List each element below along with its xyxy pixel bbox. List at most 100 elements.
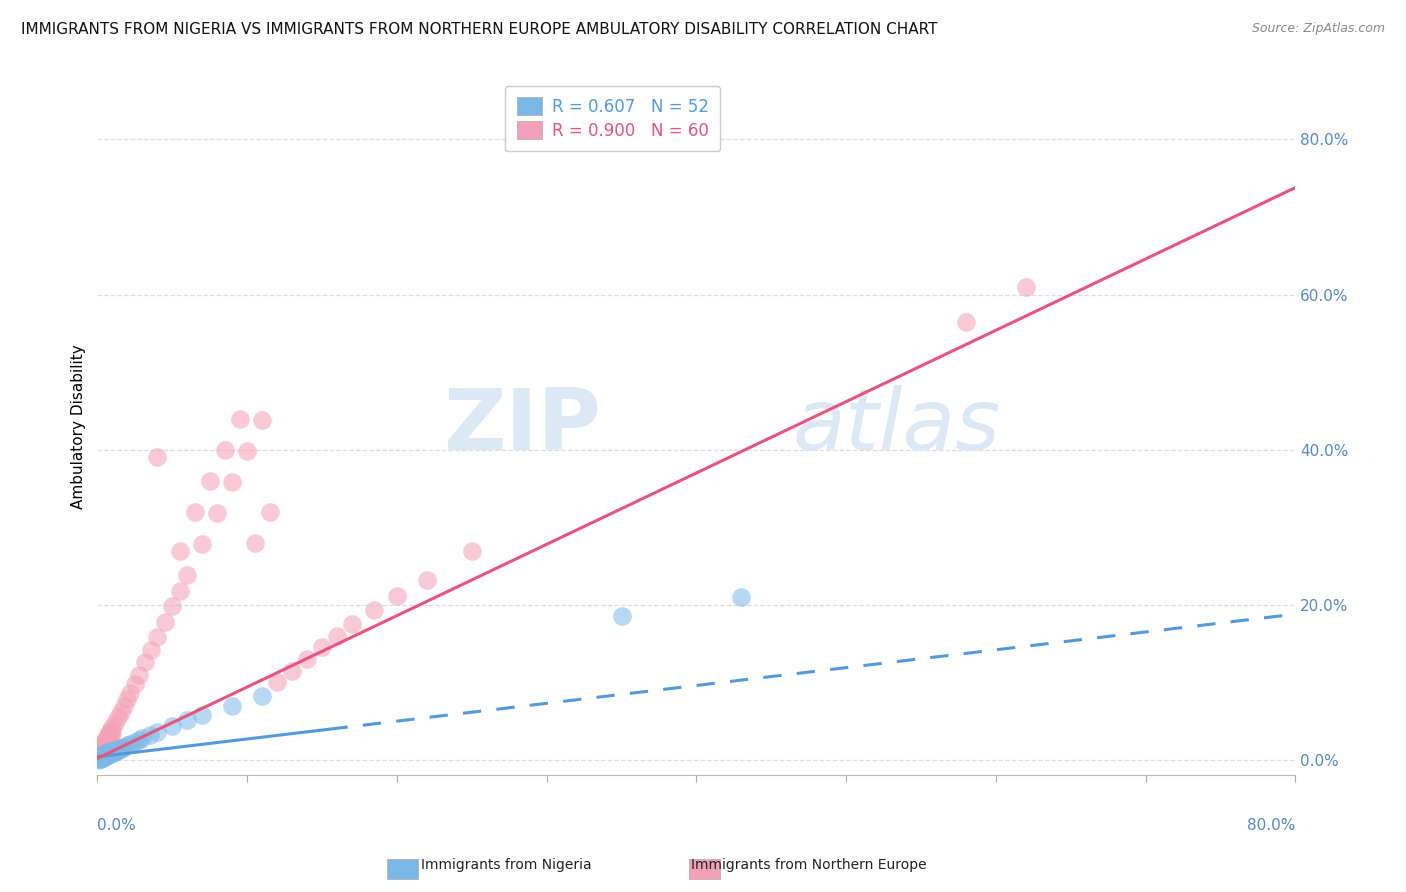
Point (416, 573, 439, 587)
Point (169, 583, 191, 598)
Point (610, 609, 633, 624)
Point (295, 652, 318, 666)
Point (281, 664, 304, 678)
Text: atlas: atlas (792, 385, 1000, 468)
Point (104, 715, 127, 730)
Point (191, 707, 214, 722)
Point (326, 629, 349, 643)
Point (100, 728, 122, 742)
Point (1015, 280, 1038, 294)
Point (117, 738, 139, 752)
Point (101, 744, 124, 758)
Point (98, 725, 121, 739)
Point (146, 725, 169, 739)
Point (340, 617, 363, 632)
Point (90, 743, 112, 757)
Point (205, 506, 228, 520)
Point (89, 750, 111, 764)
Point (112, 739, 135, 754)
Point (183, 505, 205, 519)
Point (955, 315, 977, 329)
Text: Immigrants from Northern Europe: Immigrants from Northern Europe (690, 858, 927, 872)
Bar (387, 859, 418, 879)
Point (108, 742, 131, 756)
Point (100, 723, 122, 738)
Point (87, 753, 110, 767)
Legend: R = 0.607   N = 52, R = 0.900   N = 60: R = 0.607 N = 52, R = 0.900 N = 60 (505, 86, 720, 152)
Point (176, 568, 198, 582)
Point (97, 728, 120, 742)
Point (87, 745, 110, 759)
Point (160, 599, 183, 614)
Point (176, 713, 198, 727)
Point (94, 749, 117, 764)
Point (124, 735, 146, 749)
Point (461, 543, 484, 558)
Point (98, 746, 121, 760)
Point (259, 505, 281, 519)
Point (94, 739, 117, 753)
Point (120, 737, 142, 751)
Point (87, 749, 110, 764)
Point (250, 413, 273, 427)
Point (100, 745, 122, 759)
Point (385, 589, 408, 603)
Point (98, 747, 121, 762)
Point (89, 749, 111, 764)
Point (96, 736, 118, 750)
Text: IMMIGRANTS FROM NIGERIA VS IMMIGRANTS FROM NORTHERN EUROPE AMBULATORY DISABILITY: IMMIGRANTS FROM NIGERIA VS IMMIGRANTS FR… (21, 22, 938, 37)
Point (98, 731, 121, 746)
Point (104, 744, 127, 758)
Point (90, 751, 112, 765)
Point (94, 747, 117, 761)
Point (101, 720, 124, 734)
Point (128, 732, 150, 747)
Point (141, 642, 163, 657)
Point (87, 749, 110, 764)
Point (98, 744, 121, 758)
Point (250, 690, 273, 704)
Point (221, 698, 243, 713)
Point (146, 450, 169, 465)
Point (107, 743, 129, 757)
Text: 80.0%: 80.0% (1247, 818, 1295, 833)
Point (107, 710, 129, 724)
Point (94, 733, 117, 747)
Point (90, 748, 112, 763)
Text: ZIP: ZIP (443, 385, 600, 468)
Point (96, 731, 118, 746)
Point (89, 741, 111, 756)
Point (214, 442, 236, 457)
Point (96, 749, 118, 764)
Point (128, 667, 150, 681)
Text: Immigrants from Nigeria: Immigrants from Nigeria (420, 858, 592, 872)
Point (103, 745, 125, 759)
Point (97, 748, 120, 763)
Point (87, 751, 110, 765)
Point (105, 743, 128, 757)
Point (93, 747, 115, 762)
Point (93, 749, 115, 764)
Point (146, 631, 169, 645)
Point (363, 603, 385, 617)
Text: 0.0%: 0.0% (97, 818, 136, 833)
Point (117, 692, 139, 706)
Point (198, 474, 221, 488)
Bar (689, 859, 720, 879)
Point (139, 728, 162, 742)
Point (730, 590, 752, 604)
Point (228, 411, 250, 425)
Point (90, 739, 112, 753)
Point (221, 475, 243, 490)
Point (96, 747, 118, 762)
Point (243, 535, 266, 549)
Point (134, 655, 156, 669)
Point (110, 705, 132, 719)
Point (101, 746, 124, 760)
Point (160, 719, 183, 733)
Point (153, 615, 176, 629)
Point (101, 725, 124, 739)
Point (89, 747, 111, 761)
Point (90, 749, 112, 764)
Point (93, 741, 115, 756)
